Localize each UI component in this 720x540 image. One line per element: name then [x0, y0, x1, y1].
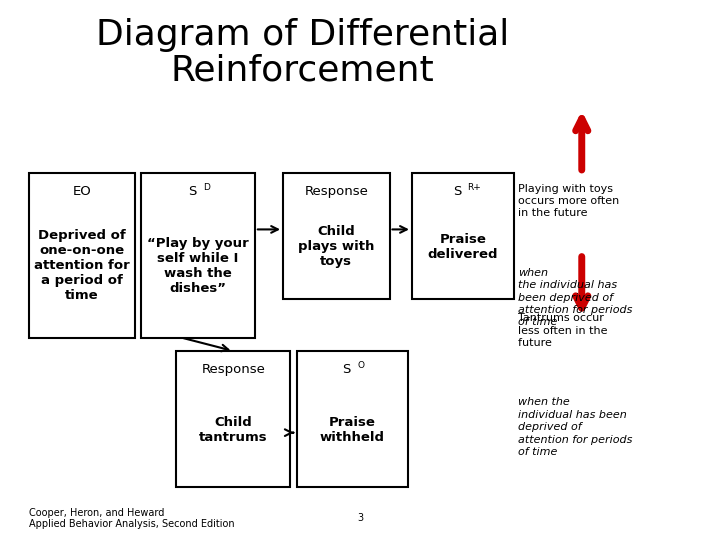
- Text: Child
plays with
toys: Child plays with toys: [298, 225, 374, 268]
- Text: 3: 3: [357, 514, 363, 523]
- Text: S: S: [188, 185, 197, 198]
- Text: Tantrums occur
less often in the
future: Tantrums occur less often in the future: [518, 313, 608, 348]
- Bar: [412, 173, 514, 299]
- Text: Response: Response: [202, 363, 265, 376]
- Text: D: D: [203, 183, 210, 192]
- Text: R+: R+: [467, 183, 482, 192]
- Bar: [297, 351, 408, 487]
- Text: S: S: [453, 185, 462, 198]
- Text: Child
tantrums: Child tantrums: [199, 416, 268, 444]
- Text: Diagram of Differential: Diagram of Differential: [96, 18, 509, 52]
- Text: Cooper, Heron, and Heward
Applied Behavior Analysis, Second Edition: Cooper, Heron, and Heward Applied Behavi…: [29, 508, 235, 529]
- Text: S: S: [343, 363, 351, 376]
- Text: “Play by your
self while I
wash the
dishes”: “Play by your self while I wash the dish…: [147, 237, 249, 295]
- Text: Deprived of
one-on-one
attention for
a period of
time: Deprived of one-on-one attention for a p…: [35, 230, 130, 302]
- Text: when the
individual has been
deprived of
attention for periods
of time: when the individual has been deprived of…: [518, 397, 633, 457]
- Bar: [283, 173, 390, 299]
- Text: Response: Response: [305, 185, 368, 198]
- Bar: [141, 173, 255, 338]
- Text: O: O: [358, 361, 364, 370]
- Bar: [176, 351, 290, 487]
- Text: Playing with toys
occurs more often
in the future: Playing with toys occurs more often in t…: [518, 184, 620, 218]
- Text: Praise
delivered: Praise delivered: [428, 233, 498, 260]
- Text: Praise
withheld: Praise withheld: [320, 416, 385, 444]
- Text: when
the individual has
been deprived of
attention for periods
of time: when the individual has been deprived of…: [518, 268, 633, 327]
- Text: Reinforcement: Reinforcement: [171, 53, 434, 87]
- Text: EO: EO: [73, 185, 91, 198]
- Bar: [29, 173, 135, 338]
